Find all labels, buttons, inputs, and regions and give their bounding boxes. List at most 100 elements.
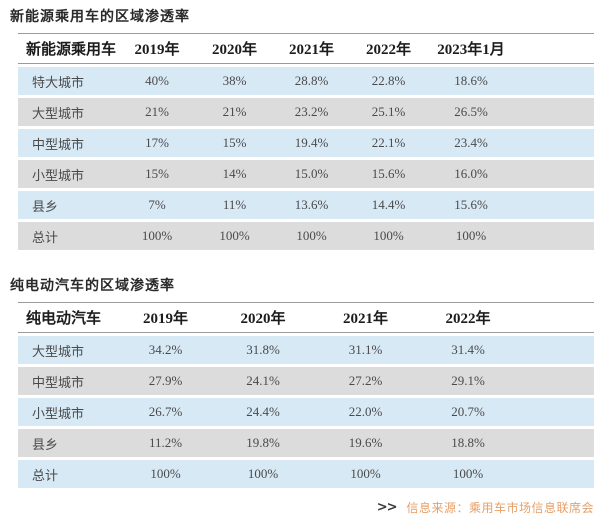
table-row: 县乡 7% 11% 13.6% 14.4% 15.6% <box>18 191 594 219</box>
row-label: 县乡 <box>18 429 118 457</box>
spacer-cell <box>515 160 594 188</box>
value-cell: 20.7% <box>418 398 518 426</box>
value-cell: 38% <box>196 67 273 95</box>
row-label: 特大城市 <box>18 67 118 95</box>
spacer-cell <box>515 67 594 95</box>
value-cell: 7% <box>118 191 196 219</box>
column-header: 新能源乘用车 <box>18 33 118 64</box>
value-cell: 23.4% <box>427 129 515 157</box>
value-cell: 31.4% <box>418 336 518 364</box>
value-cell: 18.6% <box>427 67 515 95</box>
value-cell: 27.9% <box>118 367 213 395</box>
spacer-cell <box>518 302 594 333</box>
value-cell: 100% <box>350 222 427 250</box>
section-bev-penetration: 纯电动汽车的区域渗透率 纯电动汽车 2019年 2020年 2021年 2022年 大型城… <box>10 277 612 491</box>
section-title-bev: 纯电动汽车的区域渗透率 <box>10 278 175 294</box>
source-text: 信息来源：乘用车市场信息联席会 <box>406 501 594 515</box>
value-cell: 19.8% <box>213 429 313 457</box>
row-label: 大型城市 <box>18 98 118 126</box>
column-header: 纯电动汽车 <box>18 302 118 333</box>
value-cell: 11.2% <box>118 429 213 457</box>
table-row: 大型城市 34.2% 31.8% 31.1% 31.4% <box>18 336 594 364</box>
value-cell: 29.1% <box>418 367 518 395</box>
value-cell: 100% <box>118 460 213 488</box>
column-header: 2020年 <box>213 302 313 333</box>
value-cell: 26.5% <box>427 98 515 126</box>
row-label: 县乡 <box>18 191 118 219</box>
value-cell: 28.8% <box>273 67 350 95</box>
spacer-cell <box>518 336 594 364</box>
spacer-cell <box>518 367 594 395</box>
column-header: 2022年 <box>350 33 427 64</box>
header-row: 新能源乘用车 2019年 2020年 2021年 2022年 2023年1月 <box>18 33 594 64</box>
value-cell: 40% <box>118 67 196 95</box>
value-cell: 100% <box>196 222 273 250</box>
value-cell: 100% <box>313 460 418 488</box>
spacer-cell <box>518 429 594 457</box>
column-header: 2019年 <box>118 302 213 333</box>
value-cell: 21% <box>118 98 196 126</box>
row-label: 总计 <box>18 460 118 488</box>
source-attribution: >> 信息来源：乘用车市场信息联席会 <box>18 499 594 516</box>
value-cell: 34.2% <box>118 336 213 364</box>
bev-penetration-table: 纯电动汽车 2019年 2020年 2021年 2022年 大型城市 34.2% 31.8% 3… <box>18 299 594 491</box>
header-row: 纯电动汽车 2019年 2020年 2021年 2022年 <box>18 302 594 333</box>
double-chevron-icon: >> <box>376 500 398 515</box>
value-cell: 11% <box>196 191 273 219</box>
value-cell: 23.2% <box>273 98 350 126</box>
value-cell: 15.6% <box>350 160 427 188</box>
value-cell: 26.7% <box>118 398 213 426</box>
spacer-cell <box>515 33 594 64</box>
table-row: 小型城市 26.7% 24.4% 22.0% 20.7% <box>18 398 594 426</box>
spacer-cell <box>515 191 594 219</box>
row-label: 总计 <box>18 222 118 250</box>
table-row: 县乡 11.2% 19.8% 19.6% 18.8% <box>18 429 594 457</box>
row-label: 中型城市 <box>18 367 118 395</box>
value-cell: 15.0% <box>273 160 350 188</box>
table-row: 总计 100% 100% 100% 100% <box>18 460 594 488</box>
column-header: 2021年 <box>313 302 418 333</box>
value-cell: 19.6% <box>313 429 418 457</box>
value-cell: 17% <box>118 129 196 157</box>
table-row: 中型城市 17% 15% 19.4% 22.1% 23.4% <box>18 129 594 157</box>
column-header: 2020年 <box>196 33 273 64</box>
value-cell: 100% <box>427 222 515 250</box>
row-label: 小型城市 <box>18 160 118 188</box>
table-row: 小型城市 15% 14% 15.0% 15.6% 16.0% <box>18 160 594 188</box>
value-cell: 15% <box>118 160 196 188</box>
value-cell: 31.1% <box>313 336 418 364</box>
column-header: 2021年 <box>273 33 350 64</box>
spacer-cell <box>515 129 594 157</box>
row-label: 小型城市 <box>18 398 118 426</box>
value-cell: 13.6% <box>273 191 350 219</box>
spacer-cell <box>515 98 594 126</box>
column-header: 2023年1月 <box>427 33 515 64</box>
value-cell: 16.0% <box>427 160 515 188</box>
value-cell: 18.8% <box>418 429 518 457</box>
value-cell: 15% <box>196 129 273 157</box>
table-row: 大型城市 21% 21% 23.2% 25.1% 26.5% <box>18 98 594 126</box>
section-title-nev: 新能源乘用车的区域渗透率 <box>10 9 190 25</box>
section-nev-penetration: 新能源乘用车的区域渗透率 新能源乘用车 2019年 2020年 2021年 2022年 2… <box>10 8 612 253</box>
value-cell: 15.6% <box>427 191 515 219</box>
value-cell: 25.1% <box>350 98 427 126</box>
value-cell: 22.8% <box>350 67 427 95</box>
column-header: 2019年 <box>118 33 196 64</box>
value-cell: 21% <box>196 98 273 126</box>
row-label: 大型城市 <box>18 336 118 364</box>
value-cell: 100% <box>118 222 196 250</box>
spacer-cell <box>518 460 594 488</box>
value-cell: 100% <box>273 222 350 250</box>
table-row: 总计 100% 100% 100% 100% 100% <box>18 222 594 250</box>
value-cell: 27.2% <box>313 367 418 395</box>
value-cell: 24.4% <box>213 398 313 426</box>
spacer-cell <box>515 222 594 250</box>
value-cell: 22.1% <box>350 129 427 157</box>
value-cell: 14% <box>196 160 273 188</box>
column-header: 2022年 <box>418 302 518 333</box>
table-row: 特大城市 40% 38% 28.8% 22.8% 18.6% <box>18 67 594 95</box>
value-cell: 24.1% <box>213 367 313 395</box>
row-label: 中型城市 <box>18 129 118 157</box>
table-row: 中型城市 27.9% 24.1% 27.2% 29.1% <box>18 367 594 395</box>
